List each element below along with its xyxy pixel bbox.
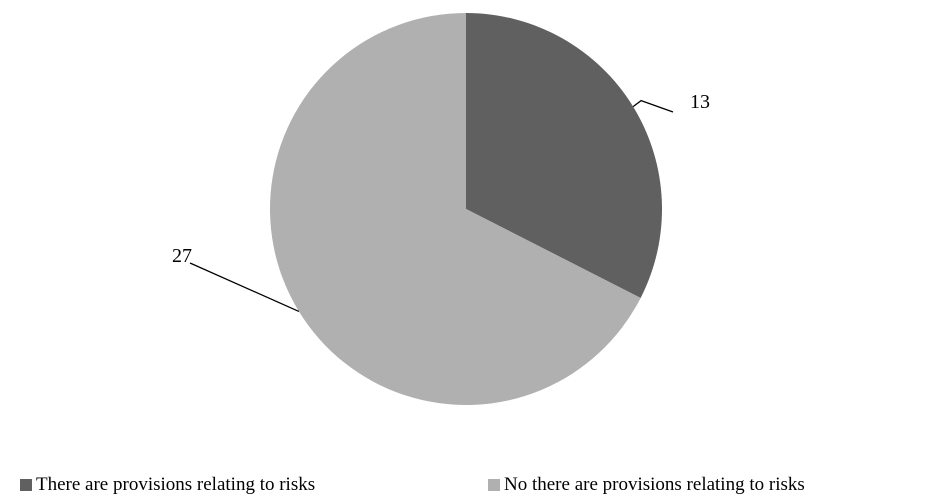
data-label-no-provisions: 27 [172,245,192,267]
legend-swatch-provisions [20,479,32,491]
pie-slice-no-provisions [269,13,641,405]
legend-label-no-provisions: No there are provisions relating to risk… [504,474,805,495]
leader-line-no-provisions [189,262,300,313]
pie-slice-provisions [466,13,662,298]
legend-item-provisions: There are provisions relating to risks [20,474,315,496]
data-label-provisions: 13 [690,91,710,113]
legend-label-provisions: There are provisions relating to risks [36,474,316,495]
legend: There are provisions relating to risks N… [0,474,930,500]
pie-plot-area: 13 27 [172,13,710,405]
legend-swatch-no-provisions [488,479,500,491]
leader-line-provisions [632,99,674,113]
legend-item-no-provisions: No there are provisions relating to risk… [488,474,805,496]
